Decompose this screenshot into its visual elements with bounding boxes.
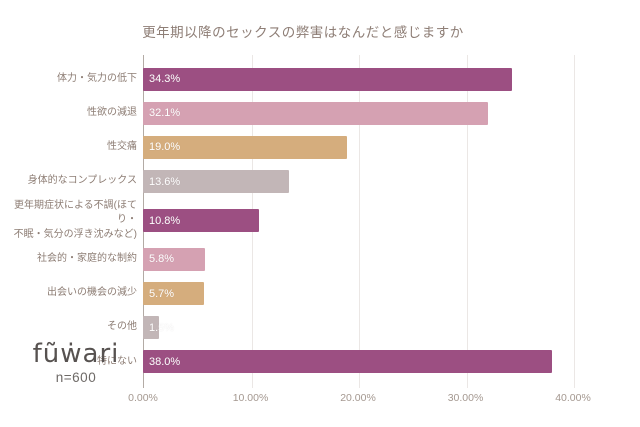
category-label: 更年期症状による不調(ほてり・ 不眠・気分の浮き沈みなど) — [13, 199, 137, 240]
bar-row: 特にない 38.0% — [0, 345, 640, 379]
bar-track: 1.5% — [143, 316, 573, 340]
gridline — [574, 55, 575, 388]
bar-4: 13.6% — [143, 170, 290, 194]
bar-value-label: 5.8% — [149, 253, 175, 266]
bar-row: 体力・気力の低下 34.3% — [0, 62, 640, 96]
bar-row: 性欲の減退 32.1% — [0, 96, 640, 130]
gridline — [359, 55, 360, 388]
bar-track: 10.8% — [143, 209, 573, 232]
category-label: 社会的・家庭的な制約 — [37, 253, 137, 265]
category-label: 性欲の減退 — [87, 107, 137, 119]
bar-track: 38.0% — [143, 350, 573, 374]
bar-row: 社会的・家庭的な制約 5.8% — [0, 242, 640, 276]
bar-value-label: 34.3% — [149, 73, 181, 86]
bar-track: 32.1% — [143, 101, 573, 125]
bar-row: 出会いの機会の減少 5.7% — [0, 276, 640, 310]
category-label: 体力・気力の低下 — [57, 72, 137, 84]
bar-track: 13.6% — [143, 170, 573, 194]
bar-value-label: 13.6% — [149, 175, 181, 188]
x-tick-label: 30.00% — [447, 392, 484, 404]
bar-8: 1.5% — [143, 316, 174, 340]
category-label: 身体的なコンプレックス — [27, 175, 137, 187]
x-tick-label: 20.00% — [340, 392, 376, 404]
bar-7: 5.7% — [143, 282, 205, 306]
bar-1: 34.3% — [143, 67, 512, 91]
bar-rows: 体力・気力の低下 34.3% 性欲の減退 32.1% 性交痛 19.0% 身体的なコンプレッ… — [0, 62, 640, 379]
bar-5: 10.8% — [143, 209, 260, 232]
bar-track: 34.3% — [143, 67, 573, 91]
bar-value-label: 32.1% — [149, 107, 181, 120]
chart-title: 更年期以降のセックスの弊害はなんだと感じますか — [142, 25, 464, 40]
category-label: 出会いの機会の減少 — [47, 287, 137, 299]
bar-6: 5.8% — [143, 247, 206, 271]
fuwari-logo: fũẇari — [32, 339, 120, 369]
category-label: 性交痛 — [107, 141, 137, 153]
bar-2: 32.1% — [143, 101, 489, 125]
bar-value-label: 10.8% — [149, 214, 181, 227]
gridline — [466, 55, 468, 388]
x-tick-label: 10.00% — [232, 392, 269, 404]
category-label: 特にない — [97, 355, 137, 367]
category-label: その他 — [107, 321, 137, 333]
x-axis: 0.00% 10.00% 20.00% 30.00% 40.00% — [128, 392, 591, 408]
bar-value-label: 38.0% — [149, 355, 181, 368]
bar-row: 性交痛 19.0% — [0, 130, 640, 164]
brand-logo: fũẇari n=600 — [24, 339, 128, 385]
bar-track: 5.7% — [143, 282, 573, 306]
bar-9: 38.0% — [143, 350, 552, 374]
x-tick-label: 0.00% — [128, 392, 158, 404]
x-tick-label: 40.00% — [555, 392, 591, 404]
bar-value-label: 5.7% — [149, 287, 175, 300]
bar-row: 身体的なコンプレックス 13.6% — [0, 165, 640, 199]
bar-row: その他 1.5% — [0, 311, 640, 345]
bar-value-label: 1.5% — [149, 321, 175, 334]
bar-3: 19.0% — [143, 135, 348, 159]
sample-size-label: n=600 — [55, 370, 97, 385]
bar-value-label: 19.0% — [149, 141, 181, 154]
bar-track: 19.0% — [143, 135, 573, 159]
bar-track: 5.8% — [143, 247, 573, 271]
bar-row: 更年期症状による不調(ほてり・ 不眠・気分の浮き沈みなど) 10.8% — [0, 199, 640, 243]
